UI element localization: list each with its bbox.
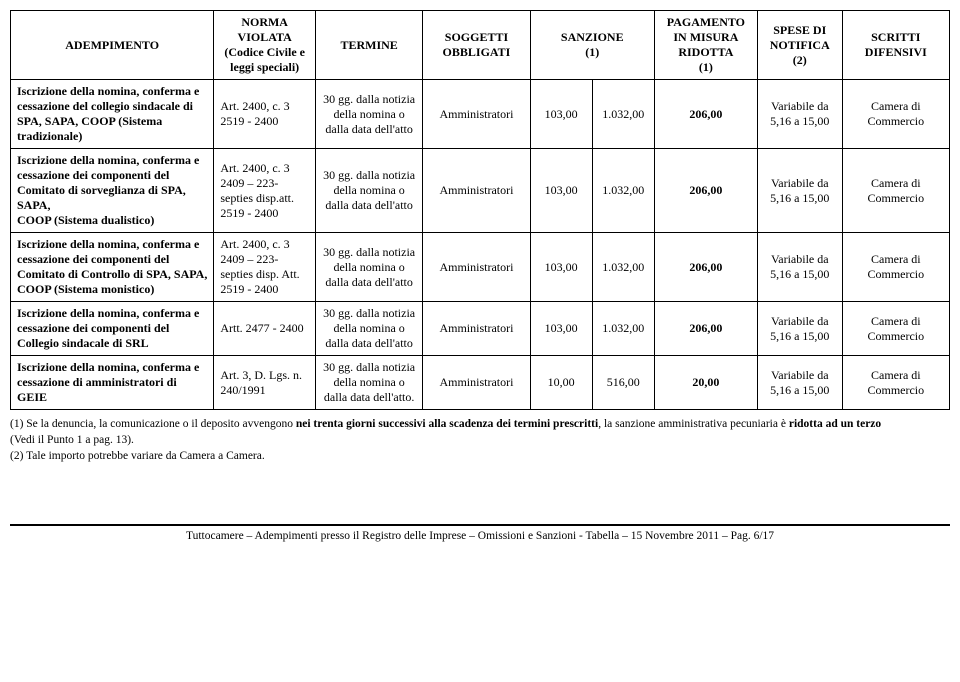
cell-pag: 206,00 (654, 80, 757, 149)
table-row: Iscrizione della nomina, conferma e cess… (11, 302, 950, 356)
hdr-spese-3: (2) (793, 53, 807, 67)
cell-soggetti: Amministratori (423, 356, 530, 410)
cell-scritti: Camera di Commercio (842, 149, 949, 233)
cell-pag: 206,00 (654, 149, 757, 233)
cell-termine: 30 gg. dalla notizia della nomina o dall… (315, 80, 422, 149)
fn1-c: , la sanzione amministrativa pecuniaria … (598, 418, 789, 430)
table-body: Iscrizione della nomina, conferma e cess… (11, 80, 950, 410)
col-sanzione: SANZIONE (1) (530, 11, 654, 80)
cell-adempimento: Iscrizione della nomina, conferma e cess… (11, 233, 214, 302)
cell-spese: Variabile da 5,16 a 15,00 (757, 80, 842, 149)
hdr-norma-3: (Codice Civile e leggi speciali) (224, 45, 305, 74)
cell-spese: Variabile da 5,16 a 15,00 (757, 233, 842, 302)
hdr-pag-1: PAGAMENTO (667, 15, 745, 29)
table-row: Iscrizione della nomina, conferma e cess… (11, 233, 950, 302)
cell-soggetti: Amministratori (423, 149, 530, 233)
cell-s1: 103,00 (530, 149, 592, 233)
fn1-e: (Vedi il Punto 1 a pag. 13). (10, 434, 134, 446)
col-termine: TERMINE (315, 11, 422, 80)
hdr-spese-1: SPESE DI (773, 23, 826, 37)
fn1-a: (1) Se la denuncia, la comunicazione o i… (10, 418, 296, 430)
hdr-norma-1: NORMA (241, 15, 288, 29)
hdr-scritti-1: SCRITTI (871, 30, 920, 44)
hdr-sanzione-1: SANZIONE (561, 30, 624, 44)
table-row: Iscrizione della nomina, conferma e cess… (11, 80, 950, 149)
cell-s1: 103,00 (530, 233, 592, 302)
cell-spese: Variabile da 5,16 a 15,00 (757, 149, 842, 233)
cell-soggetti: Amministratori (423, 233, 530, 302)
col-norma: NORMA VIOLATA (Codice Civile e leggi spe… (214, 11, 316, 80)
col-pagamento: PAGAMENTO IN MISURA RIDOTTA (1) (654, 11, 757, 80)
cell-pag: 206,00 (654, 302, 757, 356)
cell-norma: Art. 3, D. Lgs. n. 240/1991 (214, 356, 316, 410)
cell-s2: 1.032,00 (592, 149, 654, 233)
table-row: Iscrizione della nomina, conferma e cess… (11, 356, 950, 410)
fn1-d: ridotta ad un terzo (789, 418, 881, 430)
col-spese: SPESE DI NOTIFICA (2) (757, 11, 842, 80)
cell-termine: 30 gg. dalla notizia della nomina o dall… (315, 233, 422, 302)
cell-scritti: Camera di Commercio (842, 233, 949, 302)
cell-norma: Art. 2400, c. 3 2409 – 223-septies disp.… (214, 149, 316, 233)
cell-scritti: Camera di Commercio (842, 356, 949, 410)
cell-s1: 103,00 (530, 302, 592, 356)
hdr-spese-2: NOTIFICA (770, 38, 830, 52)
footer-text: Tuttocamere – Adempimenti presso il Regi… (10, 530, 950, 542)
main-table: ADEMPIMENTO NORMA VIOLATA (Codice Civile… (10, 10, 950, 410)
cell-soggetti: Amministratori (423, 80, 530, 149)
cell-adempimento: Iscrizione della nomina, conferma e cess… (11, 302, 214, 356)
cell-s2: 1.032,00 (592, 233, 654, 302)
cell-termine: 30 gg. dalla notizia della nomina o dall… (315, 356, 422, 410)
cell-scritti: Camera di Commercio (842, 80, 949, 149)
hdr-soggetti-2: OBBLIGATI (443, 45, 511, 59)
cell-scritti: Camera di Commercio (842, 302, 949, 356)
cell-spese: Variabile da 5,16 a 15,00 (757, 302, 842, 356)
col-soggetti: SOGGETTI OBBLIGATI (423, 11, 530, 80)
cell-s1: 10,00 (530, 356, 592, 410)
table-header: ADEMPIMENTO NORMA VIOLATA (Codice Civile… (11, 11, 950, 80)
hdr-sanzione-2: (1) (585, 45, 599, 59)
hdr-soggetti-1: SOGGETTI (445, 30, 508, 44)
cell-s2: 1.032,00 (592, 302, 654, 356)
hdr-pag-4: (1) (699, 60, 713, 74)
footer-divider (10, 524, 950, 526)
col-adempimento: ADEMPIMENTO (11, 11, 214, 80)
hdr-pag-3: RIDOTTA (678, 45, 733, 59)
cell-adempimento: Iscrizione della nomina, conferma e cess… (11, 356, 214, 410)
cell-s1: 103,00 (530, 80, 592, 149)
cell-termine: 30 gg. dalla notizia della nomina o dall… (315, 302, 422, 356)
cell-norma: Art. 2400, c. 3 2409 – 223-septies disp.… (214, 233, 316, 302)
hdr-pag-2: IN MISURA (673, 30, 738, 44)
cell-s2: 1.032,00 (592, 80, 654, 149)
cell-pag: 20,00 (654, 356, 757, 410)
cell-adempimento: Iscrizione della nomina, conferma e cess… (11, 149, 214, 233)
cell-adempimento: Iscrizione della nomina, conferma e cess… (11, 80, 214, 149)
cell-spese: Variabile da 5,16 a 15,00 (757, 356, 842, 410)
cell-norma: Art. 2400, c. 3 2519 - 2400 (214, 80, 316, 149)
footnotes: (1) Se la denuncia, la comunicazione o i… (10, 416, 950, 464)
col-scritti: SCRITTI DIFENSIVI (842, 11, 949, 80)
cell-norma: Artt. 2477 - 2400 (214, 302, 316, 356)
fn2: (2) Tale importo potrebbe variare da Cam… (10, 450, 265, 462)
cell-pag: 206,00 (654, 233, 757, 302)
table-row: Iscrizione della nomina, conferma e cess… (11, 149, 950, 233)
fn1-b: nei trenta giorni successivi alla scaden… (296, 418, 598, 430)
cell-termine: 30 gg. dalla notizia della nomina o dall… (315, 149, 422, 233)
hdr-scritti-2: DIFENSIVI (865, 45, 927, 59)
hdr-norma-2: VIOLATA (238, 30, 292, 44)
cell-s2: 516,00 (592, 356, 654, 410)
cell-soggetti: Amministratori (423, 302, 530, 356)
